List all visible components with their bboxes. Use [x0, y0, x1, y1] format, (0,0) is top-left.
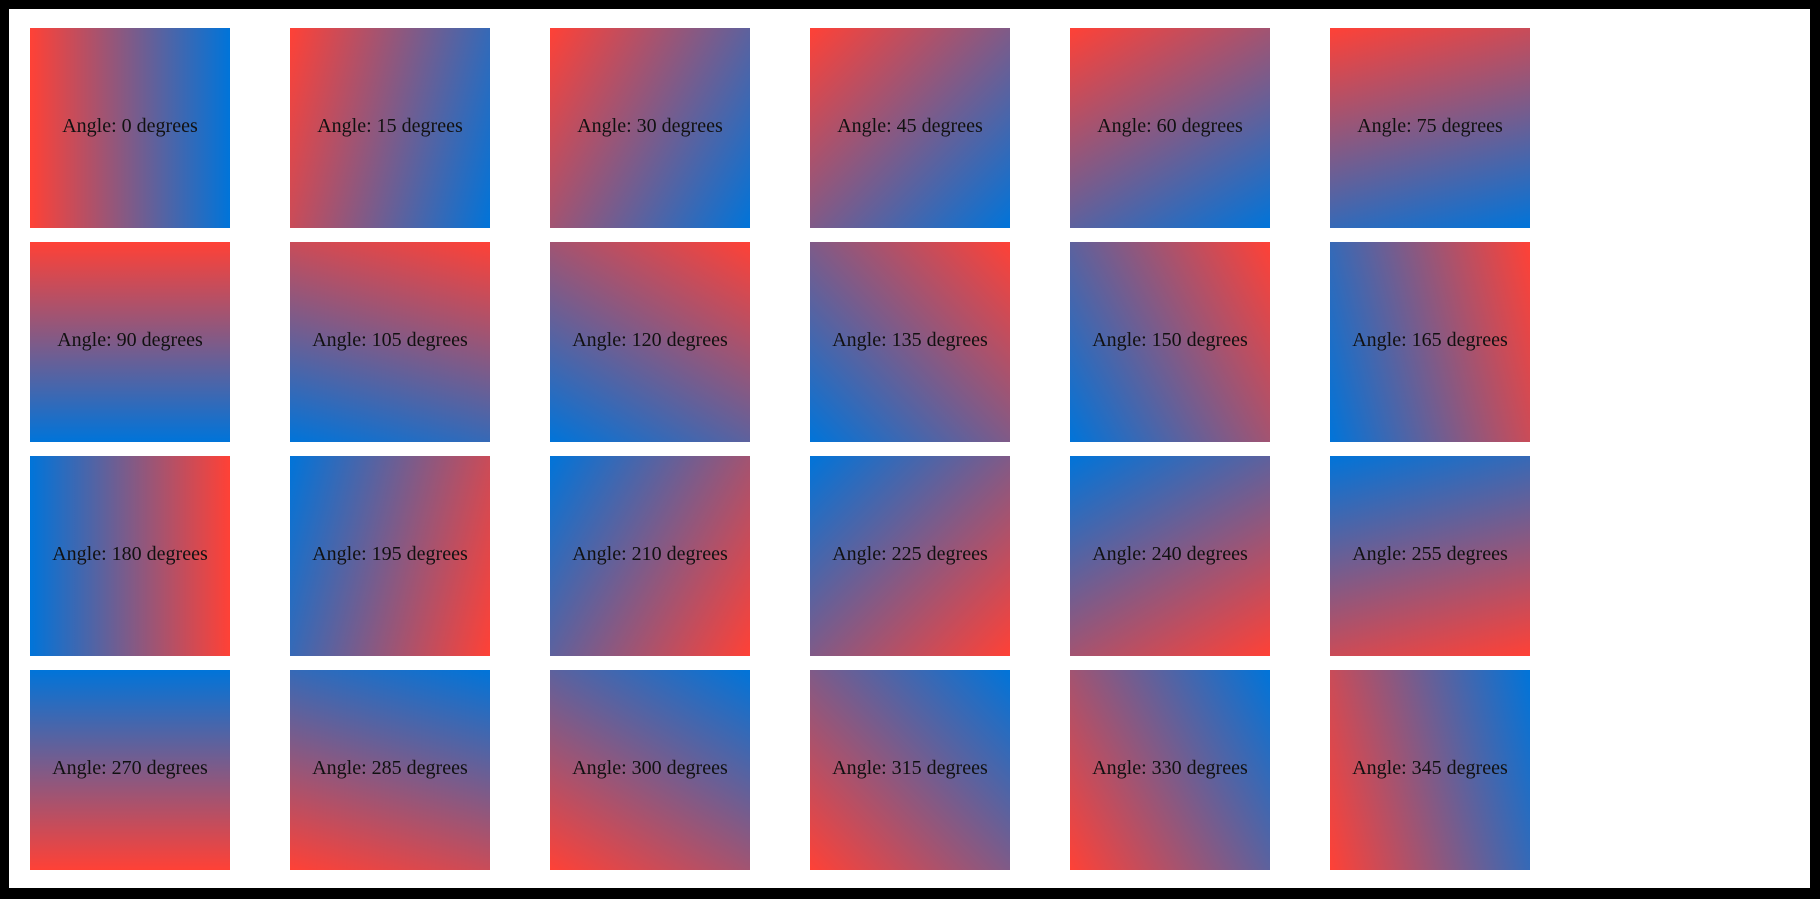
- gradient-tile-label: Angle: 75 degrees: [1357, 115, 1503, 137]
- gradient-tile-label: Angle: 165 degrees: [1352, 329, 1508, 351]
- gradient-tile-label: Angle: 285 degrees: [312, 757, 468, 779]
- gradient-tile-label: Angle: 90 degrees: [57, 329, 203, 351]
- gradient-tile-label: Angle: 270 degrees: [52, 757, 208, 779]
- gradient-tile-label: Angle: 30 degrees: [577, 115, 723, 137]
- gradient-tile: Angle: 330 degrees: [1070, 670, 1270, 870]
- gradient-tile-label: Angle: 15 degrees: [317, 115, 463, 137]
- gradient-tile: Angle: 300 degrees: [550, 670, 750, 870]
- gradient-tile: Angle: 285 degrees: [290, 670, 490, 870]
- page-background: Angle: 0 degrees Angle: 15 degrees Angle…: [9, 9, 1810, 888]
- gradient-tile-label: Angle: 210 degrees: [572, 543, 728, 565]
- gradient-tile: Angle: 75 degrees: [1330, 28, 1530, 228]
- gradient-tile: Angle: 315 degrees: [810, 670, 1010, 870]
- gradient-tile: Angle: 255 degrees: [1330, 456, 1530, 656]
- gradient-tile: Angle: 225 degrees: [810, 456, 1010, 656]
- gradient-tile: Angle: 90 degrees: [30, 242, 230, 442]
- gradient-tile-label: Angle: 300 degrees: [572, 757, 728, 779]
- gradient-tile-label: Angle: 255 degrees: [1352, 543, 1508, 565]
- gradient-tile-label: Angle: 0 degrees: [62, 115, 198, 137]
- gradient-tile: Angle: 165 degrees: [1330, 242, 1530, 442]
- gradient-tile: Angle: 60 degrees: [1070, 28, 1270, 228]
- gradient-tile-label: Angle: 240 degrees: [1092, 543, 1248, 565]
- gradient-tile: Angle: 240 degrees: [1070, 456, 1270, 656]
- gradient-tile-label: Angle: 45 degrees: [837, 115, 983, 137]
- gradient-tile-label: Angle: 150 degrees: [1092, 329, 1248, 351]
- gradient-tile: Angle: 150 degrees: [1070, 242, 1270, 442]
- gradient-tile: Angle: 30 degrees: [550, 28, 750, 228]
- gradient-tile-label: Angle: 135 degrees: [832, 329, 988, 351]
- gradient-tile-label: Angle: 195 degrees: [312, 543, 468, 565]
- gradient-tile: Angle: 105 degrees: [290, 242, 490, 442]
- gradient-tile-label: Angle: 180 degrees: [52, 543, 208, 565]
- gradient-tile-label: Angle: 105 degrees: [312, 329, 468, 351]
- gradient-tile: Angle: 45 degrees: [810, 28, 1010, 228]
- gradient-tile: Angle: 345 degrees: [1330, 670, 1530, 870]
- gradient-tile-label: Angle: 330 degrees: [1092, 757, 1248, 779]
- gradient-tile: Angle: 180 degrees: [30, 456, 230, 656]
- gradient-tile: Angle: 120 degrees: [550, 242, 750, 442]
- gradient-tile-label: Angle: 345 degrees: [1352, 757, 1508, 779]
- gradient-tile: Angle: 0 degrees: [30, 28, 230, 228]
- gradient-grid: Angle: 0 degrees Angle: 15 degrees Angle…: [30, 28, 1530, 870]
- gradient-tile-label: Angle: 315 degrees: [832, 757, 988, 779]
- gradient-tile-label: Angle: 225 degrees: [832, 543, 988, 565]
- gradient-tile-label: Angle: 60 degrees: [1097, 115, 1243, 137]
- gradient-tile-label: Angle: 120 degrees: [572, 329, 728, 351]
- gradient-tile: Angle: 15 degrees: [290, 28, 490, 228]
- gradient-tile: Angle: 135 degrees: [810, 242, 1010, 442]
- gradient-tile: Angle: 195 degrees: [290, 456, 490, 656]
- gradient-tile: Angle: 210 degrees: [550, 456, 750, 656]
- gradient-tile: Angle: 270 degrees: [30, 670, 230, 870]
